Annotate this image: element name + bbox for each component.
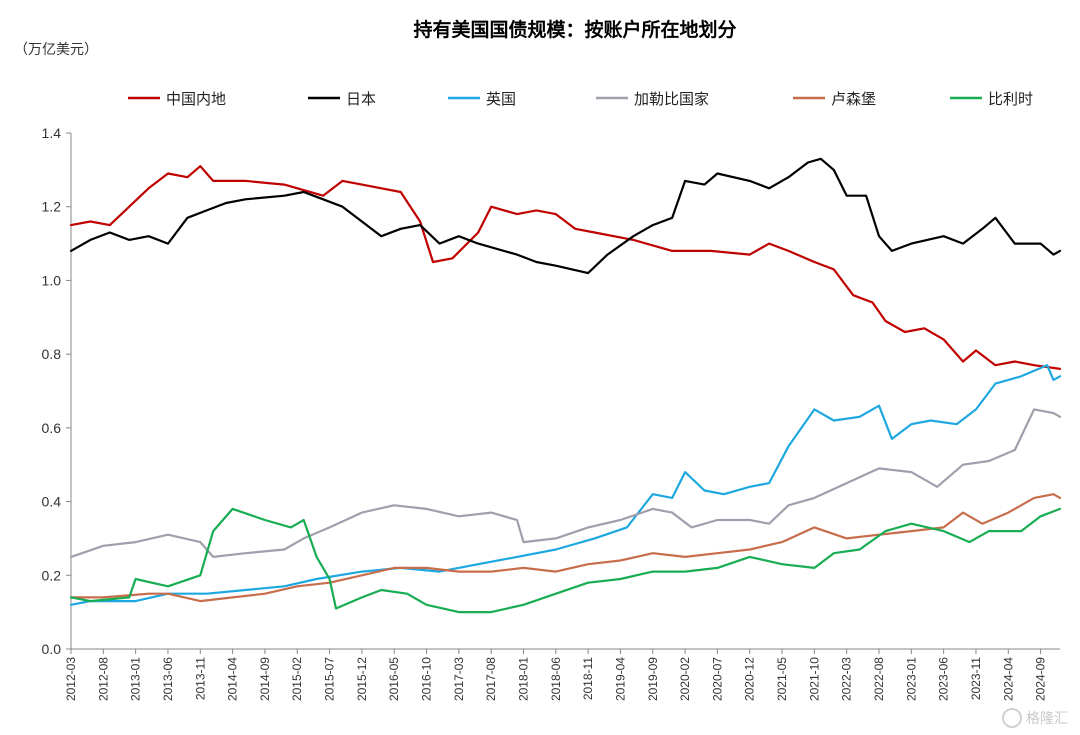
x-tick-label: 2012-08 [96, 657, 110, 701]
x-tick-label: 2014-09 [258, 657, 272, 701]
x-tick-label: 2020-07 [710, 657, 724, 701]
y-tick-label: 1.4 [42, 125, 62, 141]
x-tick-label: 2018-06 [549, 657, 563, 701]
y-axis-ticks: 0.0 0.2 0.4 0.6 0.8 1.0 1.2 1.4 [42, 125, 71, 657]
x-tick-label: 2018-11 [581, 657, 595, 700]
x-tick-label: 2019-04 [613, 657, 627, 701]
x-tick-label: 2016-10 [420, 657, 434, 701]
series-line-2 [69, 364, 1062, 606]
y-tick-label: 0.6 [42, 420, 62, 436]
x-tick-label: 2018-01 [516, 657, 530, 701]
x-tick-label: 2016-05 [387, 657, 401, 701]
x-tick-label: 2019-09 [646, 657, 660, 701]
legend-label: 比利时 [988, 90, 1033, 108]
legend-label: 日本 [346, 90, 376, 108]
x-tick-label: 2012-03 [64, 657, 78, 701]
x-tick-label: 2013-01 [129, 657, 143, 701]
x-tick-label: 2020-02 [678, 657, 692, 701]
x-tick-label: 2015-02 [290, 657, 304, 701]
x-tick-label: 2021-05 [775, 657, 789, 701]
x-tick-label: 2022-08 [872, 657, 886, 701]
x-tick-label: 2020-12 [743, 657, 757, 701]
x-tick-label: 2022-03 [840, 657, 854, 701]
x-tick-label: 2015-12 [355, 657, 369, 701]
x-tick-label: 2023-06 [937, 657, 951, 701]
series-line-4 [69, 493, 1062, 603]
series-line-5 [69, 507, 1062, 614]
legend-label: 加勒比国家 [634, 90, 709, 108]
legend: 中国内地 日本 英国 加勒比国家 卢森堡 比利时 [128, 90, 1033, 108]
y-tick-label: 0.4 [42, 494, 62, 510]
x-tick-label: 2021-10 [807, 657, 821, 701]
series-lines [69, 157, 1062, 614]
series-line-3 [69, 408, 1062, 559]
series-line-1 [69, 157, 1062, 275]
legend-label: 卢森堡 [831, 90, 876, 108]
y-axis-unit-label: （万亿美元） [14, 42, 98, 58]
series-line-0 [69, 165, 1062, 370]
watermark-logo-icon [1002, 708, 1022, 728]
x-axis-ticks: 2012-03 2012-08 2013-01 2013-06 2013-11 2014-… [64, 649, 1048, 701]
y-tick-label: 0.2 [42, 567, 62, 583]
x-tick-label: 2024-09 [1034, 657, 1048, 701]
x-tick-label: 2013-11 [193, 657, 207, 700]
watermark-logo: 格隆汇 [1002, 708, 1068, 728]
y-tick-label: 0.8 [42, 346, 62, 362]
x-tick-label: 2017-03 [452, 657, 466, 701]
x-tick-label: 2023-01 [904, 657, 918, 701]
x-tick-label: 2024-04 [1001, 657, 1015, 701]
x-tick-label: 2013-06 [161, 657, 175, 701]
legend-label: 英国 [486, 90, 516, 108]
watermark-logo-text: 格隆汇 [1026, 711, 1068, 727]
x-tick-label: 2015-07 [323, 657, 337, 701]
y-tick-label: 1.0 [42, 272, 62, 288]
y-tick-label: 1.2 [42, 199, 62, 215]
chart-title: 持有美国国债规模：按账户所在地划分 [413, 18, 736, 41]
x-tick-label: 2017-08 [484, 657, 498, 701]
x-tick-label: 2023-11 [969, 657, 983, 700]
legend-label: 中国内地 [166, 90, 226, 108]
x-tick-label: 2014-04 [226, 657, 240, 701]
y-tick-label: 0.0 [42, 641, 62, 657]
